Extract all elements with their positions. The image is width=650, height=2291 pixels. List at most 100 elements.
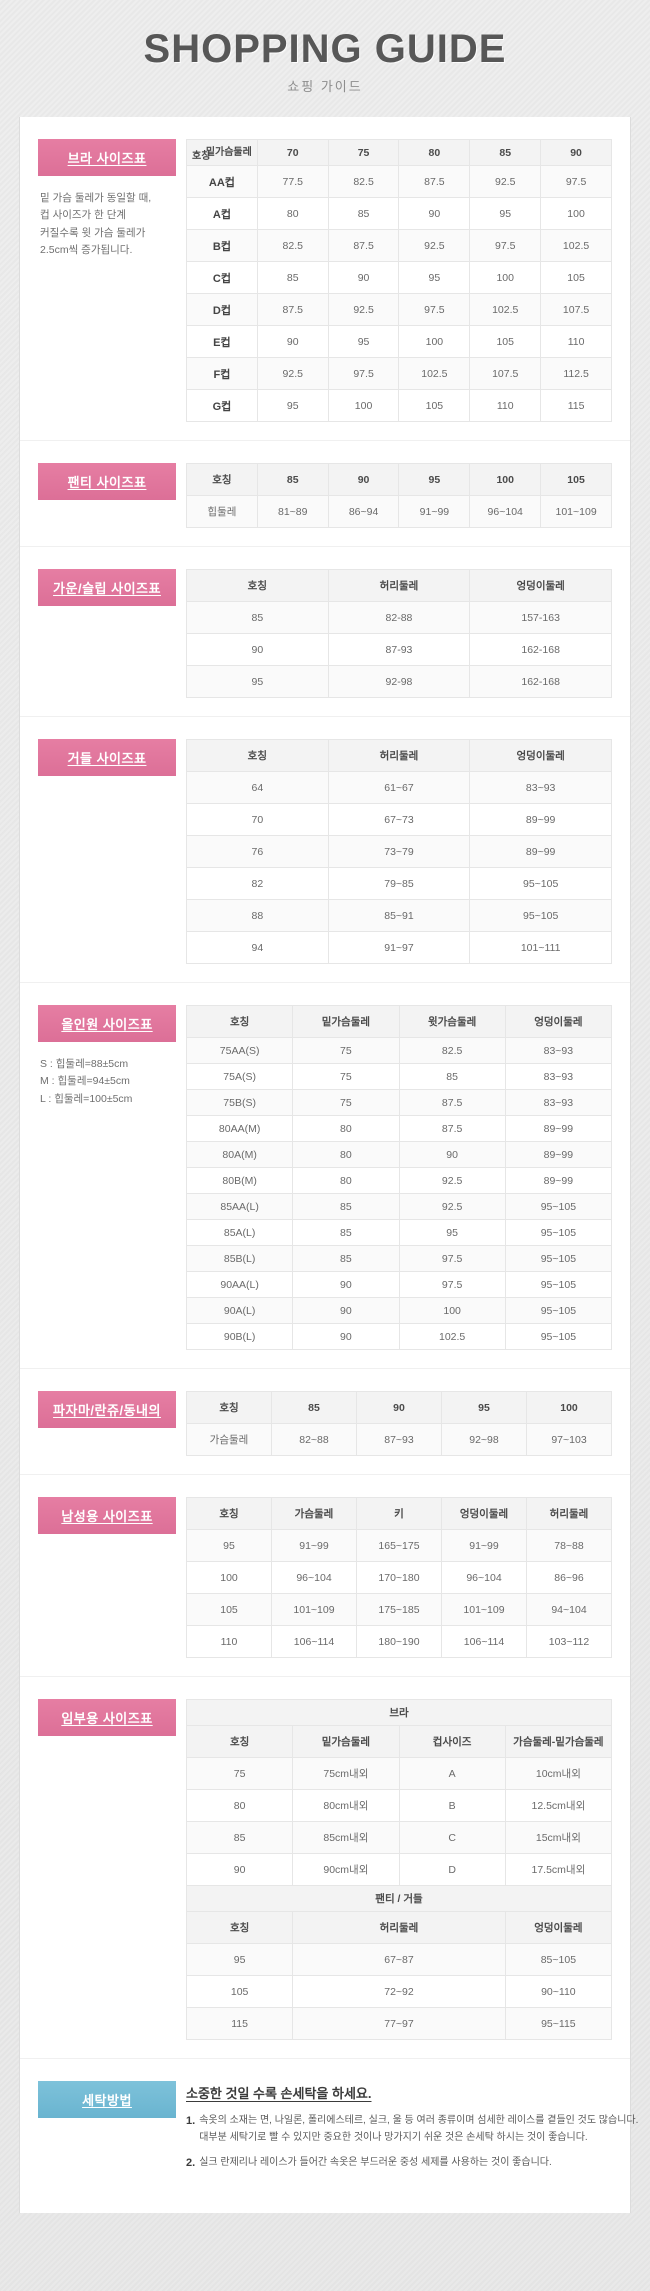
bra-cell-3-4: 105 — [540, 261, 612, 294]
gown-cell-1-0: 90 — [186, 633, 329, 666]
bra-cell-1-2: 90 — [398, 197, 471, 230]
allinone-cell-3-3: 89~99 — [504, 1115, 613, 1142]
allinone-cell-3-2: 87.5 — [398, 1115, 506, 1142]
maternity-bra-cell-1-2: B — [398, 1789, 506, 1822]
bra-cell-0-1: 82.5 — [327, 165, 400, 198]
allinone-cell-5-2: 92.5 — [398, 1167, 506, 1194]
table-row: 75AA(S) 75 82.5 83~93 — [185, 1037, 613, 1064]
table-row: AA컵 77.5 82.5 87.5 92.5 97.5 — [186, 165, 612, 198]
bra-cell-3-2: 95 — [398, 261, 471, 294]
bra-note-line-2: 컵 사이즈가 한 단계 — [40, 209, 127, 222]
gown-cell-2-0: 95 — [186, 665, 329, 698]
bra-row-4-label: D컵 — [186, 293, 258, 326]
panty-cell-0-0: 81~89 — [256, 495, 329, 528]
bra-row-2-label: B컵 — [186, 229, 258, 262]
section-allinone: 올인원 사이즈표 S : 힙둘레=88±5cm M : 힙둘레=94±5cm L… — [20, 983, 630, 1369]
allinone-col-3: 엉덩이둘레 — [504, 1005, 613, 1038]
bra-cell-7-1: 100 — [327, 389, 400, 422]
mens-cell-3-1: 106~114 — [271, 1625, 357, 1658]
gown-cell-0-1: 82-88 — [327, 601, 471, 634]
bra-corner-cell: 밑가슴둘레 호칭 — [186, 139, 258, 166]
section-wash: 세탁방법 소중한 것일 수록 손세탁을 하세요. 1. 속옷의 소재는 면, 나… — [20, 2059, 638, 2199]
mens-cell-0-1: 91~99 — [271, 1529, 357, 1562]
allinone-cell-9-1: 90 — [292, 1271, 400, 1298]
section-allinone-note: S : 힙둘레=88±5cm M : 힙둘레=94±5cm L : 힙둘레=10… — [38, 1056, 176, 1108]
gown-col-2: 엉덩이둘레 — [469, 569, 612, 602]
mens-cell-3-2: 180~190 — [356, 1625, 442, 1658]
panty-cell-0-4: 101~109 — [540, 495, 612, 528]
panty-cell-0-3: 96~104 — [469, 495, 542, 528]
table-row: 85B(L) 85 97.5 95~105 — [185, 1245, 613, 1272]
section-panty-right: 호칭 85 90 95 100 105 힙둘레 81~89 86~94 — [186, 463, 612, 528]
girdle-cell-4-0: 88 — [186, 899, 329, 932]
bra-cell-4-2: 97.5 — [398, 293, 471, 326]
table-row: 90AA(L) 90 97.5 95~105 — [185, 1271, 613, 1298]
table-row: E컵 90 95 100 105 110 — [186, 325, 612, 358]
section-wash-right: 소중한 것일 수록 손세탁을 하세요. 1. 속옷의 소재는 면, 나일론, 폴… — [186, 2081, 638, 2181]
page-subtitle: 쇼핑 가이드 — [287, 79, 363, 94]
mens-cell-2-4: 94~104 — [526, 1593, 612, 1626]
girdle-cell-3-1: 79~85 — [327, 867, 471, 900]
allinone-cell-8-3: 95~105 — [504, 1245, 613, 1272]
table-row: G컵 95 100 105 110 115 — [186, 389, 612, 422]
gown-cell-1-1: 87-93 — [327, 633, 471, 666]
bra-note-line-3: 커질수록 윗 가슴 둘레가 — [40, 226, 146, 239]
wash-item-1-number: 2. — [186, 2157, 196, 2169]
allinone-cell-1-1: 75 — [292, 1063, 400, 1090]
allinone-col-1: 밑가슴둘레 — [292, 1005, 400, 1038]
panty-col-1: 85 — [256, 463, 329, 496]
maternity-bra-cell-2-1: 85cm내외 — [292, 1821, 400, 1854]
bra-cell-0-0: 77.5 — [256, 165, 329, 198]
bra-cell-1-0: 80 — [256, 197, 329, 230]
gown-cell-2-1: 92-98 — [327, 665, 471, 698]
bra-cell-0-3: 92.5 — [469, 165, 542, 198]
table-row: 90 87-93 162-168 — [186, 633, 612, 666]
maternity-bra-cell-3-2: D — [398, 1853, 506, 1886]
table-row: 90 90cm내외 D 17.5cm내외 — [185, 1853, 613, 1886]
allinone-cell-3-0: 80AA(M) — [185, 1115, 294, 1142]
girdle-cell-3-0: 82 — [186, 867, 329, 900]
table-row: D컵 87.5 92.5 97.5 102.5 107.5 — [186, 293, 612, 326]
pajama-size-table: 호칭 85 90 95 100 가슴둘레 82~88 87~93 92~98 — [186, 1391, 612, 1456]
section-gown: 가운/슬립 사이즈표 호칭 허리둘레 엉덩이둘레 85 82-88 — [20, 547, 630, 717]
wash-item: 1. 속옷의 소재는 면, 나일론, 폴리에스테르, 실크, 울 등 여러 종류… — [186, 2112, 638, 2146]
section-pajama: 파자마/란쥬/동내의 호칭 85 90 95 100 — [20, 1369, 630, 1475]
wash-title: 소중한 것일 수록 손세탁을 하세요. — [186, 2086, 372, 2101]
mens-cell-2-2: 175~185 — [356, 1593, 442, 1626]
maternity-panty-col-0: 호칭 — [185, 1911, 294, 1944]
maternity-panty-cell-0-0: 95 — [185, 1943, 294, 1976]
maternity-bra-col-3: 가슴둘레-밑가슴둘레 — [504, 1725, 613, 1758]
bra-cell-3-0: 85 — [256, 261, 329, 294]
bra-row-3-label: C컵 — [186, 261, 258, 294]
mens-cell-1-0: 100 — [186, 1561, 272, 1594]
maternity-bra-cell-2-0: 85 — [185, 1821, 294, 1854]
allinone-cell-1-3: 83~93 — [504, 1063, 613, 1090]
wash-item-0-line-2: 대부분 세탁기로 빨 수 있지만 중요한 것이나 망가지기 쉬운 것은 손세탁 … — [199, 2132, 588, 2143]
maternity-bra-cell-3-1: 90cm내외 — [292, 1853, 400, 1886]
pajama-cell-0-0: 82~88 — [271, 1423, 357, 1456]
bra-cell-2-1: 87.5 — [327, 229, 400, 262]
maternity-bra-cell-3-3: 17.5cm내외 — [504, 1853, 613, 1886]
page-title: SHOPPING GUIDE — [143, 27, 507, 71]
allinone-cell-4-3: 89~99 — [504, 1141, 613, 1168]
table-row: 90B(L) 90 102.5 95~105 — [185, 1323, 613, 1350]
bra-corner-top-label: 밑가슴둘레 — [205, 147, 252, 158]
section-panty-tag: 팬티 사이즈표 — [38, 463, 176, 500]
bra-col-2: 80 — [398, 139, 471, 166]
bra-corner-bottom-label: 호칭 — [192, 151, 211, 162]
table-row: 80 80cm내외 B 12.5cm내외 — [185, 1789, 613, 1822]
pajama-cell-0-1: 87~93 — [356, 1423, 442, 1456]
table-row: 94 91~97 101~111 — [186, 931, 612, 964]
girdle-cell-0-1: 61~67 — [327, 771, 471, 804]
mens-col-2: 키 — [356, 1497, 442, 1530]
section-allinone-right: 호칭 밑가슴둘레 윗가슴둘레 엉덩이둘레 75AA(S) 75 82.5 83~… — [185, 1005, 613, 1350]
girdle-cell-1-1: 67~73 — [327, 803, 471, 836]
mens-cell-0-3: 91~99 — [441, 1529, 527, 1562]
table-row: 82 79~85 95~105 — [186, 867, 612, 900]
allinone-cell-1-2: 85 — [398, 1063, 506, 1090]
allinone-cell-5-1: 80 — [292, 1167, 400, 1194]
table-row: 75B(S) 75 87.5 83~93 — [185, 1089, 613, 1116]
mens-cell-3-3: 106~114 — [441, 1625, 527, 1658]
allinone-cell-9-3: 95~105 — [504, 1271, 613, 1298]
content-sheet: 브라 사이즈표 밑 가슴 둘레가 동일할 때, 컵 사이즈가 한 단계 커질수록… — [19, 117, 638, 2213]
